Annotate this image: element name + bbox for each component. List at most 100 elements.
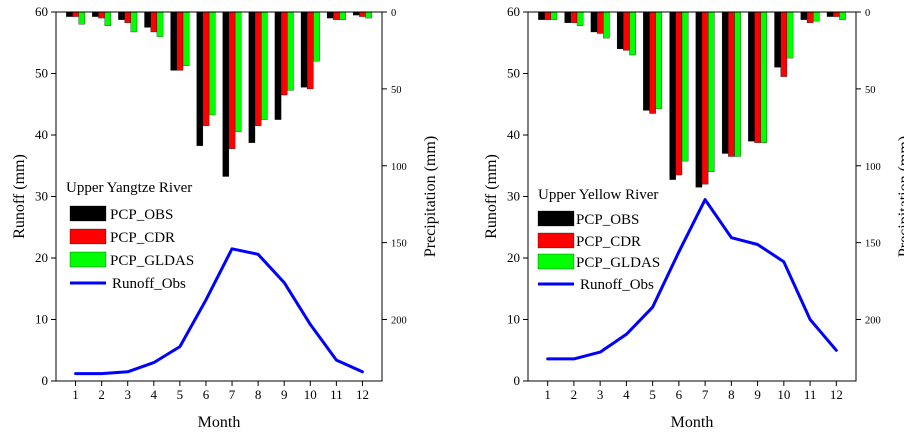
bar-pcp-obs-month-4	[616, 11, 624, 50]
bar-pcp-gldas-month-12	[365, 11, 372, 19]
legend: Upper Yangtze River PCP_OBS PCP_CDR PCP_GLD…	[66, 180, 194, 292]
legend-swatch-pcp-gldas	[69, 251, 107, 268]
bar-pcp-obs-month-6	[196, 11, 204, 146]
bar-pcp-gldas-month-7	[708, 11, 715, 173]
bar-pcp-obs-month-9	[274, 11, 282, 120]
bar-pcp-gldas-month-10	[786, 11, 794, 59]
bar-pcp-obs-month-10	[300, 11, 308, 88]
bar-pcp-cdr-month-8	[728, 11, 735, 157]
legend-swatch-pcp-cdr	[69, 228, 107, 245]
legend-swatch-pcp-cdr	[537, 232, 575, 249]
x-tick-label: 4	[623, 387, 630, 402]
y2-tick-label: 50	[865, 85, 876, 96]
legend-label-pcp-cdr: PCP_CDR	[576, 234, 641, 250]
bar-pcp-obs-month-9	[748, 11, 755, 142]
legend-label-pcp-gldas: PCP_GLDAS	[110, 253, 194, 269]
legend-swatch-pcp-obs	[537, 210, 575, 227]
bar-pcp-cdr-month-5	[176, 11, 184, 71]
y-tick-label: 20	[35, 250, 48, 265]
bar-pcp-cdr-month-10	[780, 11, 788, 77]
legend-title: Upper Yellow River	[538, 187, 658, 203]
y-tick-label: 0	[514, 373, 521, 388]
y-tick-label: 30	[507, 189, 520, 204]
x-tick-label: 8	[255, 387, 262, 402]
bar-pcp-cdr-month-2	[570, 11, 578, 23]
bar-pcp-gldas-month-2	[104, 11, 112, 26]
x-tick-label: 5	[649, 387, 656, 402]
bar-pcp-gldas-month-2	[576, 11, 584, 26]
legend-label-runoff-obs: Runoff_Obs	[112, 276, 186, 292]
x-tick-label: 6	[676, 387, 683, 402]
bar-pcp-cdr-month-9	[280, 11, 288, 96]
bar-pcp-gldas-month-12	[839, 11, 846, 20]
y2-tick-label: 150	[391, 239, 407, 250]
y-tick-label: 0	[42, 373, 49, 388]
x-tick-label: 12	[830, 387, 843, 402]
bar-pcp-cdr-month-2	[98, 11, 105, 19]
y2-axis-title: Precipitation (mm)	[422, 136, 439, 257]
bar-pcp-obs-month-8	[721, 11, 729, 154]
bar-pcp-gldas-month-9	[287, 11, 294, 91]
x-tick-label: 4	[151, 387, 158, 402]
y2-tick-label: 50	[391, 85, 402, 96]
plot-frame	[55, 11, 383, 382]
y-axis-title: Runoff (mm)	[11, 154, 28, 239]
bar-pcp-cdr-month-1	[544, 11, 551, 20]
y-tick-label: 60	[35, 4, 48, 19]
bar-pcp-cdr-month-3	[124, 11, 131, 23]
bar-pcp-obs-month-5	[643, 11, 650, 111]
y-tick-label: 40	[35, 127, 48, 142]
x-tick-label: 1	[544, 387, 551, 402]
bar-pcp-obs-month-5	[170, 11, 177, 71]
bar-pcp-gldas-month-4	[629, 11, 636, 56]
legend-label-pcp-obs: PCP_OBS	[110, 207, 173, 223]
bar-pcp-gldas-month-5	[655, 11, 663, 110]
y2-tick-label: 200	[865, 316, 881, 327]
bar-pcp-obs-month-1	[538, 11, 545, 20]
x-tick-label: 2	[98, 387, 105, 402]
bar-pcp-gldas-month-10	[313, 11, 320, 62]
legend-label-runoff-obs: Runoff_Obs	[580, 277, 654, 293]
y2-tick-label: 100	[391, 162, 407, 173]
x-tick-label: 9	[281, 387, 288, 402]
y2-tick-label: 100	[865, 162, 881, 173]
x-tick-label: 3	[597, 387, 604, 402]
bar-pcp-gldas-month-6	[208, 11, 216, 116]
precipitation-bars	[66, 11, 372, 177]
bar-pcp-cdr-month-10	[307, 11, 314, 90]
bar-pcp-cdr-month-1	[72, 11, 79, 17]
legend-label-pcp-gldas: PCP_GLDAS	[576, 255, 660, 271]
bar-pcp-gldas-month-11	[339, 11, 346, 20]
bar-pcp-gldas-month-8	[261, 11, 268, 120]
bar-pcp-gldas-month-7	[234, 11, 242, 133]
runoff-line	[74, 247, 364, 376]
y2-tick-label: 0	[391, 8, 396, 19]
y2-axis-title: Precipitation (mm)	[896, 136, 904, 257]
x-tick-label: 5	[177, 387, 184, 402]
legend-label-pcp-obs: PCP_OBS	[576, 212, 639, 228]
bar-pcp-cdr-month-4	[623, 11, 630, 51]
legend-swatch-pcp-obs	[69, 205, 107, 222]
y-tick-label: 50	[35, 66, 48, 81]
bar-pcp-gldas-month-8	[734, 11, 741, 157]
x-tick-label: 10	[304, 387, 317, 402]
bar-pcp-cdr-month-5	[649, 11, 656, 114]
y2-tick-label: 0	[865, 8, 870, 19]
x-tick-label: 8	[728, 387, 735, 402]
bar-pcp-cdr-month-7	[228, 11, 236, 149]
y-tick-label: 20	[507, 250, 520, 265]
y-tick-label: 10	[507, 312, 520, 327]
x-tick-label: 1	[72, 387, 79, 402]
precipitation-bars	[538, 11, 846, 188]
bar-pcp-cdr-month-3	[596, 11, 604, 34]
bar-pcp-gldas-month-1	[78, 11, 86, 25]
bar-pcp-obs-month-11	[800, 11, 808, 20]
bar-pcp-cdr-month-6	[202, 11, 210, 126]
x-tick-label: 7	[702, 387, 709, 402]
bar-pcp-cdr-month-8	[254, 11, 262, 126]
bar-pcp-obs-month-4	[144, 11, 151, 28]
legend-title: Upper Yangtze River	[66, 180, 192, 196]
